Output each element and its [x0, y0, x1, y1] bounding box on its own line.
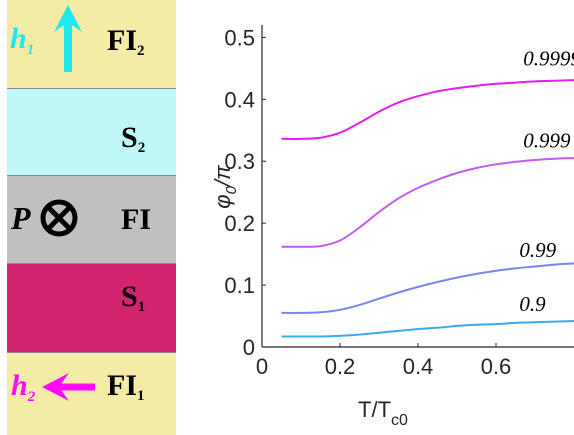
layer-name: FI	[107, 369, 137, 402]
layer-fi: P FI	[7, 176, 176, 264]
layer-label-fi2: FI2	[107, 24, 145, 60]
polarization-label: P	[11, 200, 31, 236]
y-axis-title-sub: 0	[223, 185, 240, 194]
y-axis-title: φ0/π	[210, 164, 240, 209]
layer-subscript: 2	[137, 43, 145, 59]
curve-label: 0.999	[523, 129, 571, 153]
y-axis-title-slash: /	[210, 178, 235, 188]
series-line-0.99	[281, 262, 574, 314]
curve-label: 0.9999	[523, 46, 574, 70]
arrow-left-icon	[42, 373, 95, 401]
series-line-0.999	[281, 157, 574, 248]
h2-letter: h	[11, 369, 28, 402]
x-tick-label: 0.2	[325, 354, 356, 379]
h2-label: h2	[11, 369, 35, 406]
layer-subscript: 2	[137, 140, 146, 156]
layer-label-s1: S1	[121, 280, 145, 316]
h1-letter: h	[10, 22, 27, 55]
x-tick-label: 0.4	[403, 354, 434, 379]
y-axis-title-den: π	[210, 164, 235, 180]
layer-s2: S2	[7, 89, 176, 176]
series-line-0.9999	[281, 79, 574, 140]
layer-fi2: h1 FI2	[7, 0, 176, 89]
layer-s1: S1	[7, 264, 176, 353]
tick-group: 0 0.1 0.2 0.3 0.4 0.5 0 0.2 0.4 0.6	[224, 25, 511, 379]
x-axis-title-sub: c0	[391, 412, 408, 429]
h1-subscript: 1	[26, 42, 35, 58]
y-tick-label: 0.3	[224, 149, 255, 174]
series-line-0.9	[281, 320, 574, 338]
layer-label-s2: S2	[121, 121, 145, 157]
layer-fi1: h2 FI1	[7, 353, 176, 435]
y-tick-label: 0.4	[224, 87, 255, 112]
layer-subscript: 1	[137, 299, 146, 315]
curve-group	[281, 79, 574, 338]
layer-label-fi1: FI1	[107, 369, 145, 405]
curve-label-group: 0.9999 0.999 0.99 0.9	[519, 46, 574, 316]
layer-name: S	[121, 280, 138, 313]
into-page-icon	[40, 199, 78, 237]
y-tick-label: 0.2	[224, 211, 255, 236]
x-axis-title: T/Tc0	[358, 397, 408, 429]
x-axis-title-main: T/T	[358, 397, 391, 422]
layer-name: S	[121, 121, 138, 154]
layer-label-fi: FI	[121, 203, 151, 239]
layer-name: FI	[121, 203, 151, 236]
curve-label: 0.9	[519, 292, 546, 316]
arrow-up-icon	[54, 5, 82, 72]
y-tick-label: 0	[243, 335, 255, 360]
x-tick-label: 0	[256, 354, 268, 379]
x-tick-label: 0.6	[481, 354, 512, 379]
h1-label: h1	[10, 22, 34, 59]
layer-subscript: 1	[137, 388, 145, 404]
layer-stack: h1 FI2 S2 P FI S1 h2	[7, 0, 176, 435]
y-tick-label: 0.5	[224, 25, 255, 50]
h2-subscript: 2	[27, 389, 36, 405]
layer-name: FI	[107, 24, 137, 57]
curve-label: 0.99	[519, 238, 556, 262]
y-tick-label: 0.1	[224, 273, 255, 298]
y-axis-title-main: φ	[210, 194, 235, 208]
